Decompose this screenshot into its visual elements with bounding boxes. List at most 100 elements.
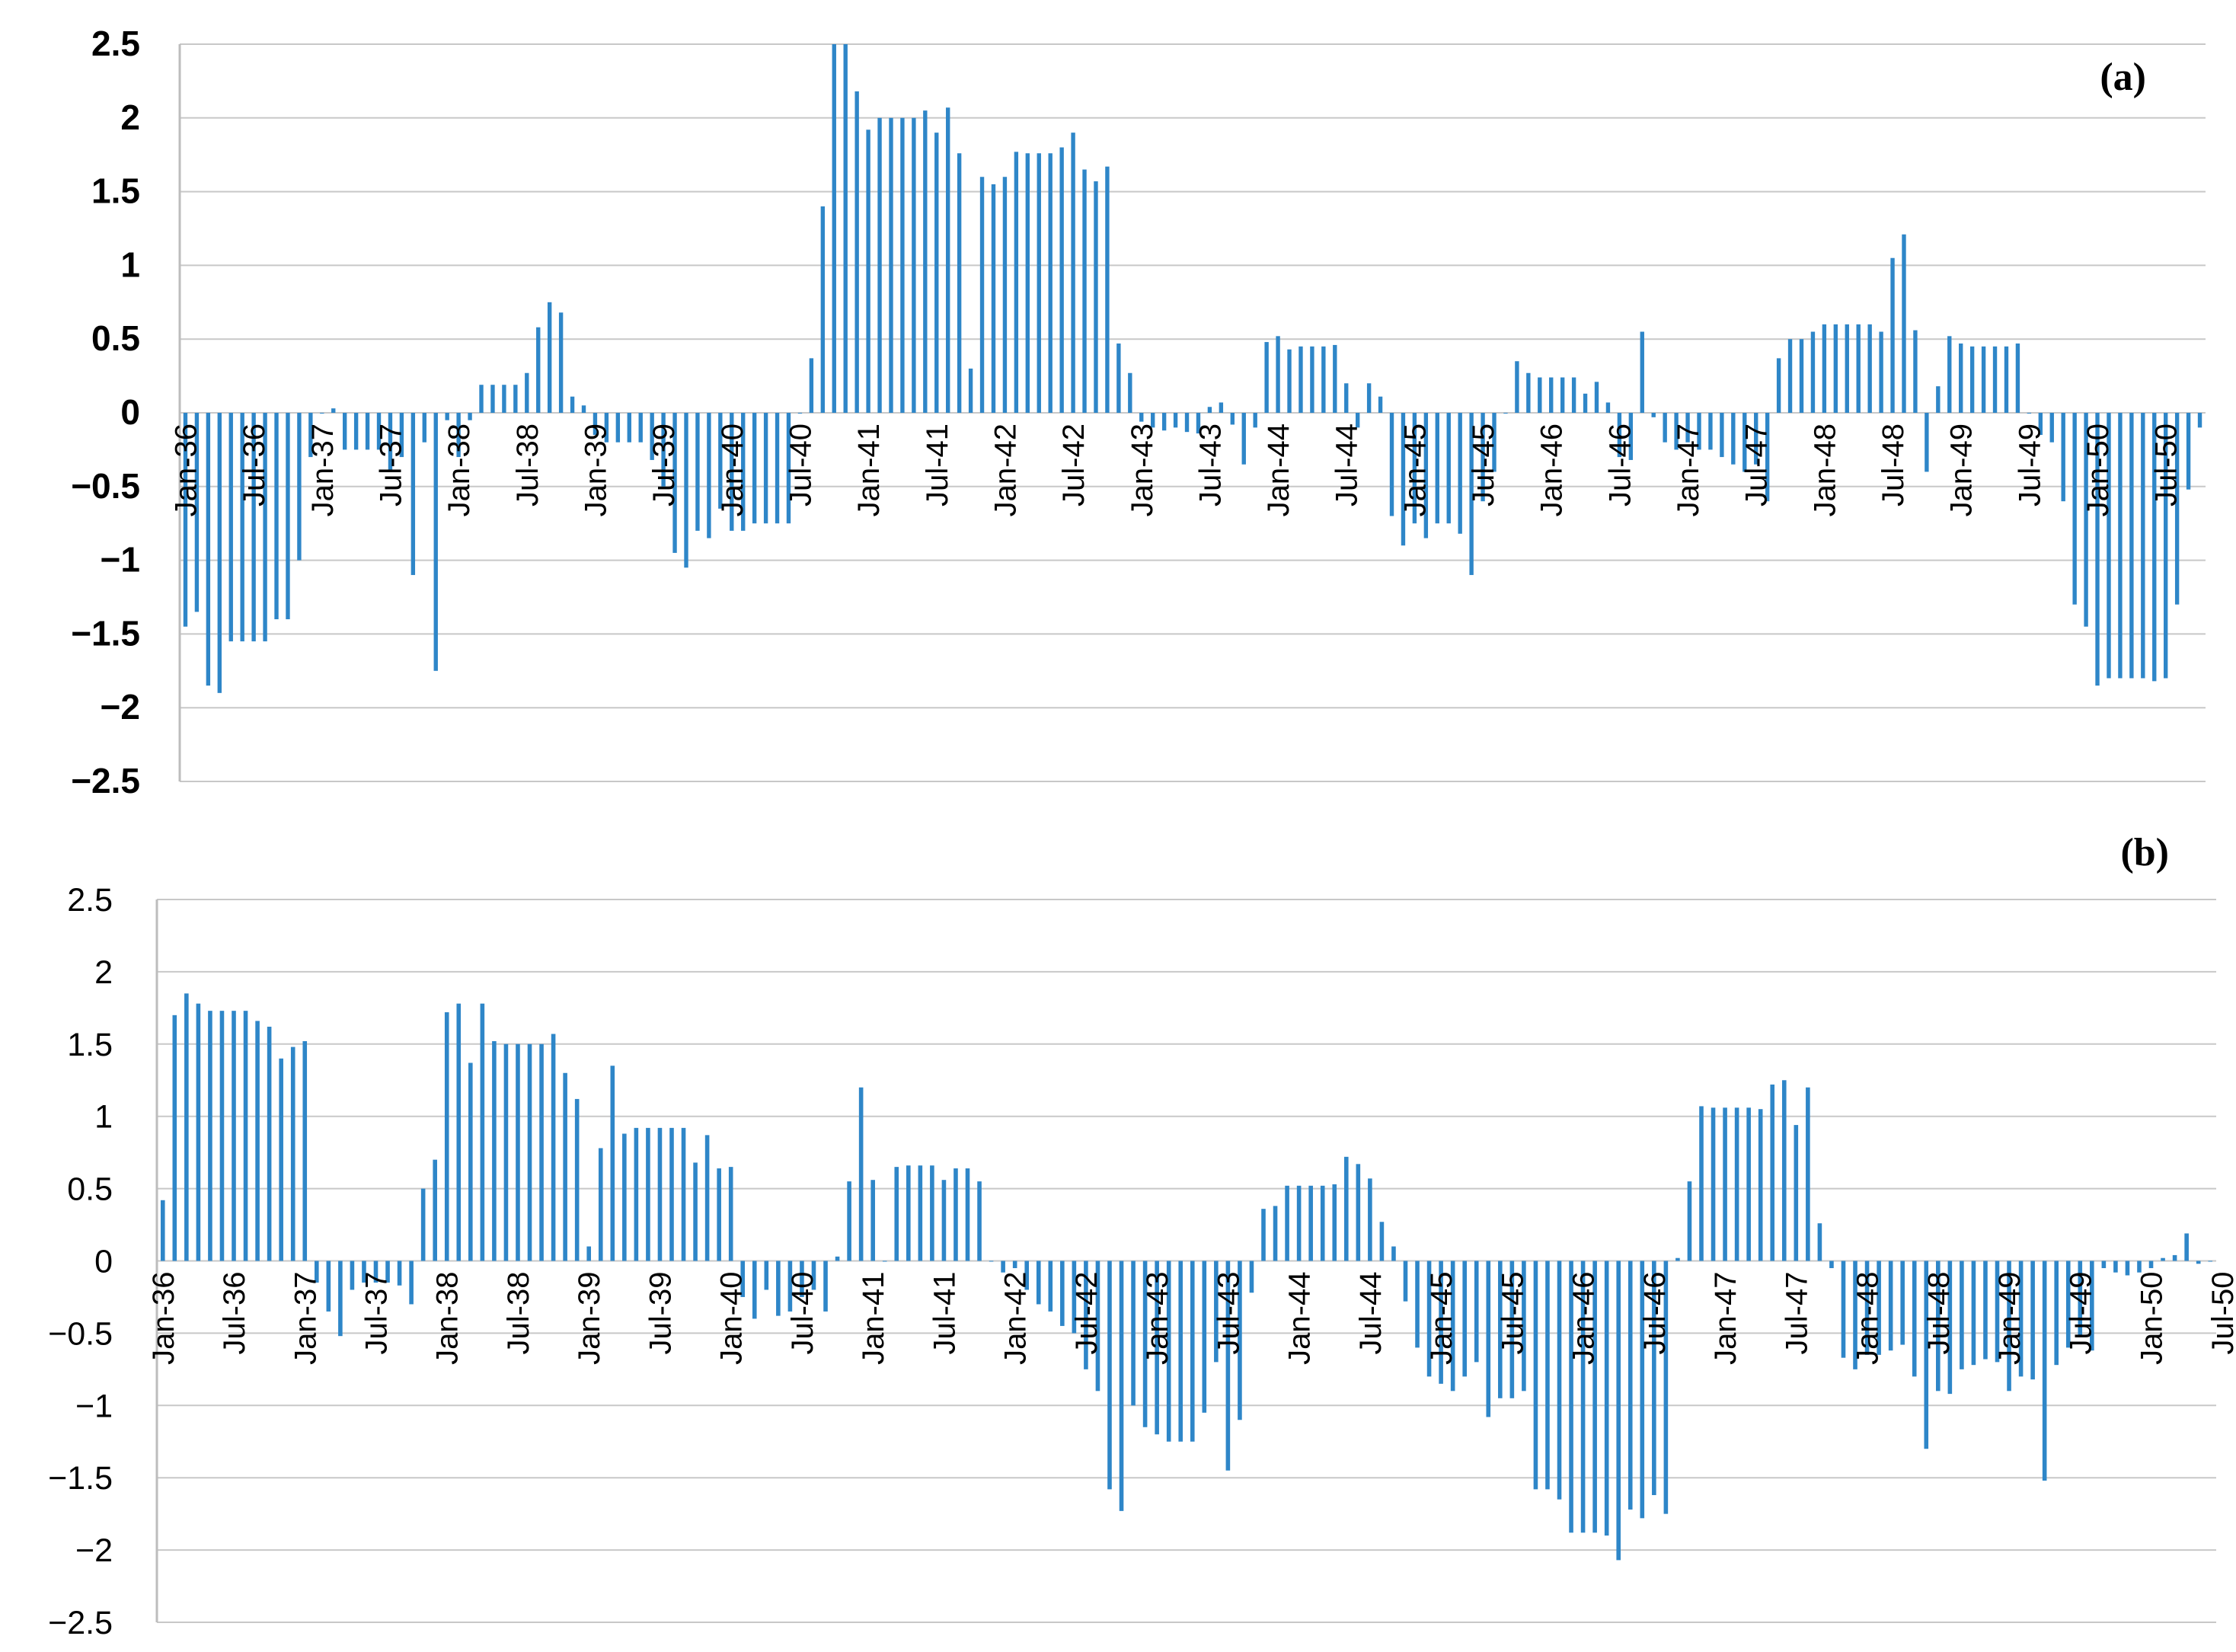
bar-a-70 bbox=[979, 177, 985, 414]
bar-b-113 bbox=[1498, 1261, 1503, 1398]
bar-a-27 bbox=[490, 385, 495, 413]
xtick-label-a-16: Jan-44 bbox=[1262, 423, 1295, 516]
bar-a-77 bbox=[1059, 147, 1064, 413]
bar-a-44 bbox=[684, 413, 688, 568]
bar-b-84 bbox=[1155, 1261, 1159, 1435]
bar-a-107 bbox=[1401, 413, 1406, 546]
xtick-label-b-15: Jul-43 bbox=[1212, 1272, 1245, 1355]
bar-a-88 bbox=[1184, 413, 1190, 433]
bar-b-32 bbox=[539, 1043, 544, 1261]
bar-b-26 bbox=[468, 1062, 473, 1261]
xtick-label-a-17: Jul-44 bbox=[1330, 423, 1364, 506]
bar-b-23 bbox=[433, 1159, 437, 1261]
bar-a-58 bbox=[843, 44, 848, 413]
bar-b-1 bbox=[172, 1015, 177, 1261]
bar-b-101 bbox=[1356, 1164, 1361, 1261]
bar-a-140 bbox=[1776, 358, 1781, 413]
bar-a-105 bbox=[1378, 396, 1383, 413]
bar-a-29 bbox=[513, 385, 518, 413]
bar-a-24 bbox=[456, 413, 461, 458]
bar-b-106 bbox=[1415, 1261, 1420, 1348]
ytick-label-a-5: 0 bbox=[120, 392, 140, 432]
bar-b-6 bbox=[232, 1011, 236, 1261]
xtick-label-b-1: Jul-36 bbox=[218, 1272, 251, 1355]
bar-b-61 bbox=[882, 1261, 887, 1262]
bar-a-14 bbox=[343, 413, 347, 450]
bar-b-52 bbox=[776, 1261, 781, 1316]
bar-a-145 bbox=[1833, 324, 1838, 413]
bar-b-137 bbox=[1781, 1080, 1787, 1261]
bar-b-121 bbox=[1592, 1261, 1597, 1533]
bar-b-24 bbox=[444, 1012, 449, 1261]
bar-b-94 bbox=[1273, 1206, 1278, 1261]
bar-b-126 bbox=[1652, 1261, 1656, 1495]
bar-a-141 bbox=[1787, 339, 1793, 413]
bar-b-161 bbox=[2065, 1261, 2071, 1348]
bar-a-112 bbox=[1458, 413, 1462, 534]
bar-a-121 bbox=[1560, 377, 1565, 413]
xtick-label-b-4: Jan-38 bbox=[431, 1272, 465, 1365]
bar-b-102 bbox=[1368, 1178, 1372, 1261]
bar-b-57 bbox=[835, 1256, 840, 1261]
bar-a-13 bbox=[331, 408, 336, 413]
bar-a-135 bbox=[1720, 413, 1724, 458]
bar-b-58 bbox=[847, 1181, 851, 1261]
bar-a-75 bbox=[1037, 153, 1041, 413]
bar-b-71 bbox=[1001, 1261, 1005, 1273]
bar-a-68 bbox=[957, 153, 962, 413]
bar-a-81 bbox=[1105, 166, 1110, 413]
xtick-label-a-12: Jan-42 bbox=[989, 423, 1022, 516]
xtick-label-b-6: Jan-39 bbox=[573, 1272, 606, 1365]
xtick-label-a-9: Jul-40 bbox=[784, 423, 817, 506]
bar-a-171 bbox=[2129, 413, 2134, 679]
ytick-label-a-10: −2.5 bbox=[71, 761, 140, 800]
bar-a-11 bbox=[308, 413, 313, 458]
bar-b-119 bbox=[1569, 1261, 1573, 1533]
bar-a-32 bbox=[547, 302, 552, 413]
bar-b-142 bbox=[1841, 1261, 1846, 1358]
bar-a-163 bbox=[2038, 413, 2043, 436]
bar-b-165 bbox=[2113, 1261, 2118, 1273]
bar-a-59 bbox=[854, 91, 859, 413]
xtick-label-a-26: Jan-49 bbox=[1945, 423, 1979, 516]
bar-a-104 bbox=[1366, 383, 1372, 413]
bar-a-37 bbox=[604, 413, 609, 443]
bar-b-5 bbox=[219, 1011, 225, 1261]
bar-b-133 bbox=[1734, 1107, 1739, 1261]
xtick-label-b-16: Jan-44 bbox=[1283, 1272, 1317, 1365]
ytick-label-a-3: 1 bbox=[120, 244, 140, 284]
bar-b-11 bbox=[290, 1046, 295, 1261]
bar-a-155 bbox=[1947, 336, 1952, 413]
bar-b-73 bbox=[1024, 1261, 1029, 1290]
bar-b-40 bbox=[634, 1127, 639, 1261]
bar-a-17 bbox=[376, 413, 382, 450]
bar-a-34 bbox=[570, 396, 575, 413]
bar-a-52 bbox=[775, 413, 780, 524]
bar-b-164 bbox=[2101, 1261, 2107, 1268]
xtick-label-b-22: Jan-47 bbox=[1709, 1272, 1742, 1365]
xtick-label-b-27: Jul-49 bbox=[2064, 1272, 2097, 1355]
bar-a-69 bbox=[968, 368, 973, 413]
ytick-label-b-4: 0.5 bbox=[67, 1171, 113, 1208]
bar-a-1 bbox=[194, 413, 200, 612]
bar-a-45 bbox=[695, 413, 700, 531]
bar-a-31 bbox=[536, 327, 541, 413]
bar-a-122 bbox=[1571, 377, 1576, 413]
ytick-label-a-7: −1 bbox=[101, 540, 140, 580]
bar-a-20 bbox=[410, 413, 416, 575]
bar-b-100 bbox=[1344, 1156, 1349, 1261]
bar-b-55 bbox=[811, 1261, 816, 1290]
ytick-label-b-3: 1 bbox=[94, 1099, 113, 1136]
bar-b-83 bbox=[1142, 1261, 1148, 1427]
bar-b-86 bbox=[1178, 1261, 1183, 1442]
bar-a-92 bbox=[1230, 413, 1235, 425]
bar-b-170 bbox=[2172, 1254, 2177, 1261]
ytick-label-b-10: −2.5 bbox=[48, 1605, 113, 1641]
ytick-label-b-1: 2 bbox=[94, 954, 113, 991]
bar-b-128 bbox=[1675, 1257, 1680, 1261]
bar-b-49 bbox=[740, 1261, 746, 1297]
bar-b-59 bbox=[858, 1087, 864, 1261]
bar-a-73 bbox=[1014, 152, 1019, 413]
bar-b-172 bbox=[2196, 1261, 2201, 1264]
bar-a-19 bbox=[399, 413, 404, 458]
